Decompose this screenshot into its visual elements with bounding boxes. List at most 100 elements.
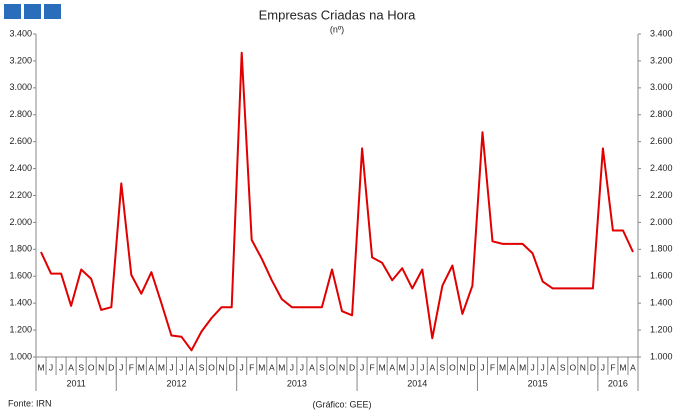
x-tick-label: F — [490, 362, 495, 372]
y2-tick-label: 2.400 — [650, 163, 673, 173]
x-tick-label: F — [129, 362, 134, 372]
x-tick-label: J — [119, 362, 123, 372]
x-tick-label: A — [68, 362, 74, 372]
x-tick-label: M — [258, 362, 265, 372]
x-tick-label: N — [459, 362, 465, 372]
y-tick-label: 3.000 — [9, 82, 32, 92]
x-tick-label: F — [610, 362, 615, 372]
x-tick-label: A — [550, 362, 556, 372]
x-tick-label: M — [519, 362, 526, 372]
y2-tick-label: 1.800 — [650, 244, 673, 254]
x-tick-label: S — [440, 362, 446, 372]
x-tick-label: M — [158, 362, 165, 372]
x-tick-label: N — [580, 362, 586, 372]
y2-tick-label: 3.400 — [650, 28, 673, 38]
source: Fonte: IRN — [8, 398, 52, 408]
x-tick-label: M — [37, 362, 44, 372]
x-tick-label: J — [531, 362, 535, 372]
x-tick-label: J — [240, 362, 244, 372]
y2-tick-label: 1.000 — [650, 351, 673, 361]
x-tick-label: D — [469, 362, 475, 372]
y2-tick-label: 2.000 — [650, 217, 673, 227]
y2-tick-label: 1.400 — [650, 298, 673, 308]
x-tick-label: M — [138, 362, 145, 372]
y-tick-label: 3.400 — [9, 28, 32, 38]
chart-subtitle: (nº) — [330, 24, 344, 34]
logo-square — [4, 4, 21, 19]
x-tick-label: O — [208, 362, 215, 372]
x-tick-label: J — [360, 362, 364, 372]
x-tick-label: M — [379, 362, 386, 372]
data-line — [40, 51, 634, 352]
x-tick-label: J — [541, 362, 545, 372]
y-tick-label: 3.200 — [9, 55, 32, 65]
x-tick-label: M — [499, 362, 506, 372]
x-tick-label: D — [108, 362, 114, 372]
x-tick-label: D — [349, 362, 355, 372]
y-tick-label: 1.000 — [9, 351, 32, 361]
y2-tick-label: 1.600 — [650, 271, 673, 281]
y-tick-label: 1.600 — [9, 271, 32, 281]
y2-tick-label: 1.200 — [650, 324, 673, 334]
x-tick-label: N — [219, 362, 225, 372]
y-tick-label: 1.400 — [9, 298, 32, 308]
x-tick-label: M — [399, 362, 406, 372]
x-tick-label: A — [510, 362, 516, 372]
y-tick-label: 2.800 — [9, 109, 32, 119]
x-tick-label: J — [601, 362, 605, 372]
y-tick-label: 2.200 — [9, 190, 32, 200]
x-tick-label: S — [319, 362, 325, 372]
year-label: 2012 — [166, 378, 186, 388]
chart-title: Empresas Criadas na Hora — [259, 7, 417, 22]
y-tick-label: 1.800 — [9, 244, 32, 254]
x-tick-label: J — [420, 362, 424, 372]
x-tick-label: J — [59, 362, 63, 372]
x-tick-label: J — [410, 362, 414, 372]
x-tick-label: O — [449, 362, 456, 372]
x-tick-label: F — [370, 362, 375, 372]
x-tick-label: S — [78, 362, 84, 372]
x-tick-label: F — [249, 362, 254, 372]
x-tick-label: A — [309, 362, 315, 372]
x-tick-label: A — [630, 362, 636, 372]
x-tick-label: J — [290, 362, 294, 372]
y-tick-label: 1.200 — [9, 324, 32, 334]
x-tick-label: J — [300, 362, 304, 372]
x-tick-label: M — [619, 362, 626, 372]
x-tick-label: J — [169, 362, 173, 372]
y2-tick-label: 3.200 — [650, 55, 673, 65]
x-tick-label: A — [149, 362, 155, 372]
year-label: 2016 — [608, 378, 628, 388]
logo-square — [44, 4, 61, 19]
x-tick-label: O — [329, 362, 336, 372]
x-tick-label: D — [229, 362, 235, 372]
note: (Gráfico: GEE) — [312, 399, 371, 409]
x-tick-label: N — [339, 362, 345, 372]
y-tick-label: 2.400 — [9, 163, 32, 173]
x-tick-label: S — [199, 362, 205, 372]
x-tick-label: A — [429, 362, 435, 372]
year-label: 2014 — [407, 378, 427, 388]
x-tick-label: D — [590, 362, 596, 372]
x-tick-label: O — [569, 362, 576, 372]
x-tick-label: J — [480, 362, 484, 372]
x-tick-label: A — [269, 362, 275, 372]
x-tick-label: J — [49, 362, 53, 372]
x-tick-label: N — [98, 362, 104, 372]
x-tick-label: J — [179, 362, 183, 372]
x-tick-label: M — [278, 362, 285, 372]
logo-square — [24, 4, 41, 19]
year-label: 2011 — [66, 378, 85, 388]
x-tick-label: O — [88, 362, 95, 372]
x-tick-label: S — [560, 362, 566, 372]
y2-tick-label: 2.200 — [650, 190, 673, 200]
x-tick-label: A — [189, 362, 195, 372]
y-tick-label: 2.600 — [9, 136, 32, 146]
year-label: 2013 — [287, 378, 307, 388]
x-tick-label: A — [389, 362, 395, 372]
year-label: 2015 — [528, 378, 548, 388]
y2-tick-label: 3.000 — [650, 82, 673, 92]
y2-tick-label: 2.800 — [650, 109, 673, 119]
y-tick-label: 2.000 — [9, 217, 32, 227]
